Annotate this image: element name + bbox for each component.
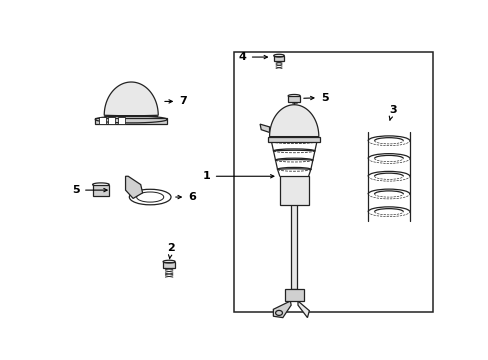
Bar [284, 288, 303, 301]
Text: 6: 6 [175, 192, 196, 202]
Bar [118, 117, 124, 123]
Text: 5: 5 [303, 93, 327, 103]
Polygon shape [104, 82, 158, 117]
Bar [268, 136, 319, 141]
Text: 3: 3 [388, 105, 396, 120]
Bar [279, 176, 308, 205]
Text: 5: 5 [72, 185, 107, 195]
Bar [273, 56, 284, 61]
Polygon shape [95, 118, 167, 123]
Polygon shape [273, 301, 290, 318]
Bar [287, 96, 300, 102]
Bar [233, 51, 431, 312]
Text: 2: 2 [167, 243, 175, 259]
Bar [163, 262, 175, 268]
Text: 7: 7 [164, 96, 186, 107]
Text: 4: 4 [239, 52, 267, 62]
Polygon shape [269, 105, 318, 136]
Bar [99, 117, 105, 123]
Polygon shape [125, 176, 142, 198]
Polygon shape [260, 124, 269, 132]
Bar [121, 106, 129, 111]
Bar [92, 185, 109, 196]
Bar [108, 117, 115, 123]
Bar [290, 205, 297, 288]
Polygon shape [297, 301, 309, 318]
Text: 1: 1 [203, 171, 273, 181]
